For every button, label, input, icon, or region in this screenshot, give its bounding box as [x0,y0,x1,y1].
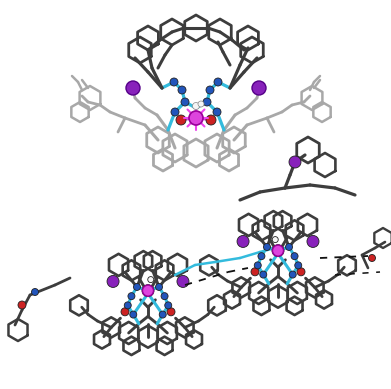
Circle shape [272,237,278,243]
Circle shape [260,271,267,278]
Circle shape [171,108,179,116]
Circle shape [251,268,259,276]
Circle shape [252,81,266,95]
Circle shape [170,78,178,86]
Circle shape [18,301,26,309]
Circle shape [237,235,249,247]
Circle shape [165,302,172,309]
Circle shape [161,293,168,300]
Circle shape [264,244,271,251]
Circle shape [285,244,292,251]
Circle shape [254,262,261,269]
Circle shape [156,284,163,291]
Circle shape [176,115,186,125]
Circle shape [272,245,284,257]
Circle shape [124,302,131,309]
Circle shape [295,262,302,269]
Circle shape [142,285,154,297]
Circle shape [203,98,211,106]
Circle shape [121,308,129,316]
Circle shape [213,108,221,116]
Circle shape [32,289,38,296]
Circle shape [289,271,296,278]
Circle shape [206,86,214,94]
Circle shape [273,245,283,256]
Circle shape [368,254,375,261]
Circle shape [189,111,203,125]
Circle shape [177,275,189,287]
Circle shape [291,253,298,260]
Circle shape [214,78,222,86]
Circle shape [198,101,204,107]
Circle shape [159,311,166,318]
Circle shape [126,81,140,95]
Circle shape [181,98,189,106]
Circle shape [178,86,186,94]
Circle shape [133,284,140,291]
Circle shape [206,115,216,125]
Circle shape [192,102,199,109]
Circle shape [107,275,119,287]
Circle shape [148,277,154,282]
Circle shape [289,156,301,168]
Circle shape [167,308,175,316]
Circle shape [258,253,265,260]
Circle shape [297,268,305,276]
Circle shape [130,311,137,318]
Circle shape [307,235,319,247]
Circle shape [128,293,135,300]
Circle shape [142,285,154,296]
